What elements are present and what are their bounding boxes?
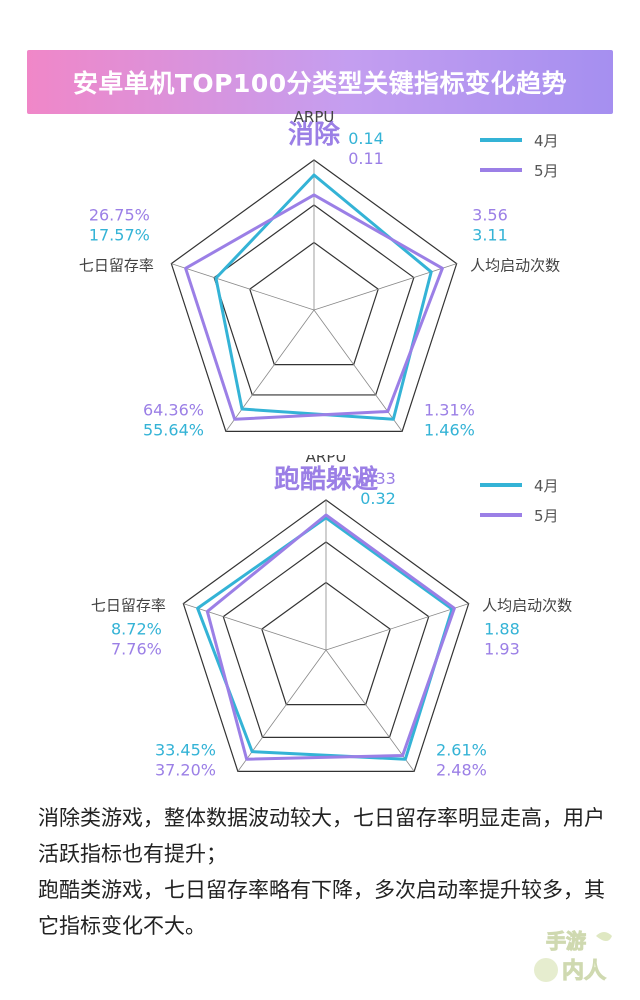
data-label: 0.33 [360,469,396,488]
grid-ring-1 [222,541,430,738]
data-label: 0.14 [348,129,384,148]
watermark-logo: 手游 内人 [534,929,612,985]
legend-label: 4月 [534,132,559,150]
legend-label: 5月 [534,507,559,525]
data-label: 1.46% [424,420,475,439]
description-line-1: 消除类游戏，整体数据波动较大，七日留存率明显走高，用户活跃指标也有提升； [38,806,605,866]
grid-ring-1 [213,204,415,396]
chart-title: 跑酷躲避 [274,464,378,495]
gamepad-icon [534,958,558,982]
data-label: 7.76% [111,640,162,659]
axis-spoke [171,263,315,311]
axis-label: ARPU [306,455,347,466]
legend-label: 4月 [534,477,559,495]
axis-spoke [225,309,315,432]
grid-ring-0 [182,499,470,772]
title-banner: 安卓单机TOP100分类型关键指标变化趋势 [27,50,613,114]
description-line-2: 跑酷类游戏，七日留存率略有下降，多次启动率提升较多，其它指标变化不大。 [38,878,605,938]
description-text: 消除类游戏，整体数据波动较大，七日留存率明显走高，用户活跃指标也有提升； 跑酷类… [38,800,613,944]
data-label: 33.45% [155,740,216,759]
data-label: 3.56 [472,206,508,225]
data-label: 8.72% [111,620,162,639]
axis-spoke [325,603,469,651]
radar-chart-xiaochu: 消除4月5月ARPU0.140.11人均启动次数3.563.11付费转化率1.3… [79,110,560,439]
grid-ring-2 [249,241,379,366]
axis-label: ARPU [294,110,335,126]
data-label: 1.88 [484,620,520,639]
data-label: 3.11 [472,226,508,245]
page-title: 安卓单机TOP100分类型关键指标变化趋势 [72,69,568,98]
data-label: 26.75% [89,206,150,225]
data-label: 55.64% [143,420,204,439]
axis-label: 人均启动次数 [470,257,560,275]
chart-title: 消除 [288,119,341,150]
data-label: 2.61% [436,740,487,759]
series-may [184,193,444,421]
leaf-icon [596,932,612,941]
series-april [196,516,454,761]
grid-ring-0 [170,159,458,432]
grid-ring-2 [261,581,391,706]
legend-label: 5月 [534,162,559,180]
axis-label: 七日留存率 [79,257,154,275]
data-label: 2.48% [436,760,487,779]
series-may [205,513,456,761]
axis-spoke [313,263,457,311]
data-label: 17.57% [89,226,150,245]
data-label: 37.20% [155,760,216,779]
radar-chart-paoku: 跑酷躲避4月5月ARPU0.330.32人均启动次数1.881.93付费转化率2… [91,455,572,779]
data-label: 1.93 [484,640,520,659]
watermark-line2: 内人 [562,959,606,984]
data-label: 0.32 [360,489,396,508]
axis-label: 人均启动次数 [482,597,572,615]
axis-spoke [325,649,415,772]
data-label: 1.31% [424,400,475,419]
data-label: 0.11 [348,149,384,168]
watermark-line1: 手游 [546,929,586,953]
axis-label: 七日留存率 [91,597,166,615]
data-label: 64.36% [143,400,204,419]
